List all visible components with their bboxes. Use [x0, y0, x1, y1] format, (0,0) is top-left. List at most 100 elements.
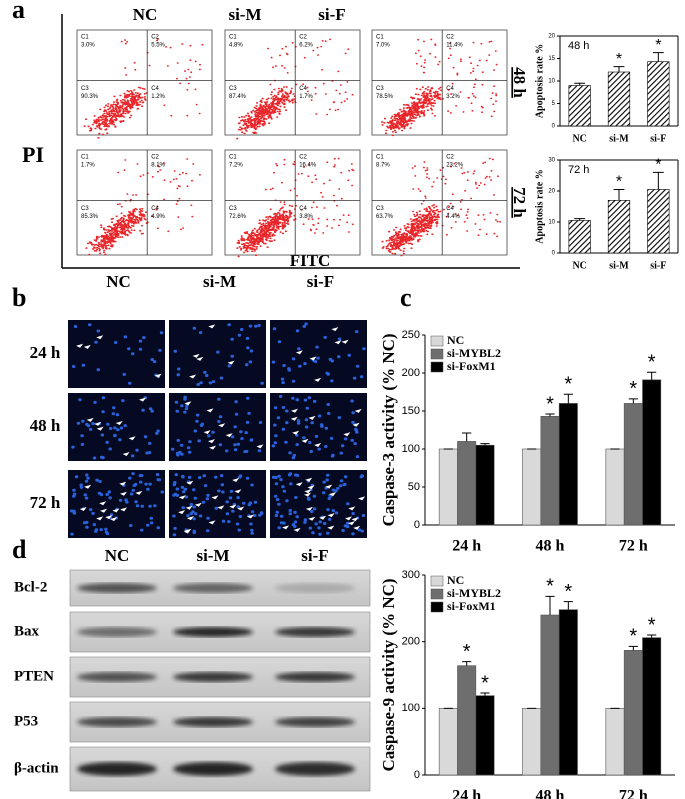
x-tick-label: 24 h — [452, 538, 481, 555]
quadrant-name: C4 — [151, 86, 159, 92]
bar — [522, 448, 542, 526]
error-bar — [563, 393, 573, 404]
row-label: 48 h — [30, 416, 61, 435]
error-bar — [647, 371, 657, 380]
nuclei — [173, 323, 264, 386]
y-tick-label: 100 — [402, 702, 420, 714]
protein-label: Bcl-2 — [14, 579, 47, 595]
blot-band — [77, 627, 157, 637]
quadrant-value: 63.7% — [376, 214, 394, 220]
flow-plot-frame — [371, 149, 508, 256]
column-header: si-F — [307, 272, 334, 291]
y-axis-label: Apoptosis rate % — [534, 169, 545, 243]
bar — [607, 71, 631, 127]
y-axis-label: Apoptosis rate % — [534, 44, 545, 118]
panel-label: c — [400, 283, 412, 312]
legend-swatch — [430, 575, 444, 587]
y-tick-label: 150 — [402, 405, 420, 417]
error-bar — [462, 432, 472, 442]
quadrant-name: C1 — [81, 35, 89, 41]
bar — [558, 403, 578, 526]
quadrant-value: 1.7% — [81, 163, 95, 169]
fluorescence-image — [68, 320, 165, 388]
significance-star: * — [546, 576, 554, 598]
blot-band — [173, 717, 253, 727]
x-tick-label: si-M — [609, 260, 629, 271]
quadrant-name: C4 — [299, 86, 307, 92]
quadrant-name: C2 — [299, 155, 307, 161]
y-tick-label: 100 — [402, 443, 420, 455]
column-header: si-F — [301, 546, 328, 565]
x-tick-label: NC — [572, 133, 586, 144]
quadrant-value: 4.8% — [229, 43, 243, 49]
quadrant-name: C4 — [446, 206, 454, 212]
quadrant-name: C1 — [81, 155, 89, 161]
quadrant-name: C3 — [81, 206, 89, 212]
row-label: 48 h — [510, 67, 529, 98]
y-tick-label: 0 — [552, 251, 556, 257]
significance-star: * — [463, 641, 471, 663]
error-bar — [563, 601, 573, 610]
flow-dots — [381, 38, 498, 137]
bar — [607, 200, 631, 254]
legend-label: NC — [447, 573, 464, 587]
nuclei — [172, 473, 264, 537]
error-bar — [574, 218, 586, 221]
significance-star: * — [616, 174, 622, 191]
bar — [568, 220, 591, 254]
panel-label: b — [12, 283, 26, 312]
fluorescence-image — [169, 320, 266, 388]
error-bar — [545, 413, 555, 417]
error-bar — [545, 595, 555, 615]
error-bar — [480, 443, 490, 446]
quadrant-name: C1 — [229, 35, 237, 41]
nuclei — [71, 396, 160, 460]
quadrant-value: 4.9% — [151, 214, 165, 220]
error-bar — [574, 82, 586, 86]
column-header: NC — [105, 546, 130, 565]
y-tick-label: 30 — [548, 158, 555, 164]
axis-label: PI — [22, 142, 44, 167]
nuclei — [271, 395, 360, 460]
quadrant-name: C4 — [299, 206, 307, 212]
protein-label: Bax — [14, 623, 40, 639]
error-bar — [652, 171, 664, 190]
chart-title: 72 h — [568, 164, 589, 176]
quadrant-name: C2 — [151, 155, 159, 161]
y-tick-label: 300 — [402, 569, 420, 581]
x-tick-label: 48 h — [536, 538, 565, 555]
panel-label: d — [12, 535, 27, 564]
legend-label: NC — [447, 333, 464, 347]
quadrant-value: 90.3% — [81, 94, 99, 100]
quadrant-value: 1.2% — [151, 94, 165, 100]
blot-band — [77, 717, 157, 727]
bar — [438, 708, 458, 776]
bar — [457, 441, 477, 526]
quadrant-name: C1 — [376, 155, 384, 161]
bar — [475, 444, 495, 526]
significance-star: * — [655, 157, 661, 174]
error-bar — [480, 692, 490, 696]
quadrant-name: C4 — [446, 86, 454, 92]
bar — [475, 695, 495, 776]
quadrant-name: C2 — [151, 35, 159, 41]
x-tick-label: 72 h — [619, 538, 648, 555]
y-tick-label: 15 — [548, 56, 555, 62]
quadrant-value: 8.1% — [151, 163, 165, 169]
flow-dots — [236, 157, 355, 258]
bar — [438, 448, 458, 526]
legend-swatch — [430, 348, 444, 360]
error-bar — [647, 634, 657, 638]
quadrant-value: 85.3% — [81, 214, 99, 220]
legend-label: si-FoxM1 — [447, 359, 496, 373]
column-header: si-M — [203, 272, 236, 291]
blot-band — [173, 672, 253, 682]
blot-band — [173, 583, 253, 593]
bar — [568, 85, 591, 127]
fluorescence-image — [270, 393, 367, 461]
bar — [623, 650, 643, 776]
quadrant-value: 11.4% — [446, 43, 463, 49]
quadrant-value: 3.8% — [299, 214, 313, 220]
x-tick-label: si-F — [650, 260, 666, 271]
flow-dots — [83, 38, 204, 139]
